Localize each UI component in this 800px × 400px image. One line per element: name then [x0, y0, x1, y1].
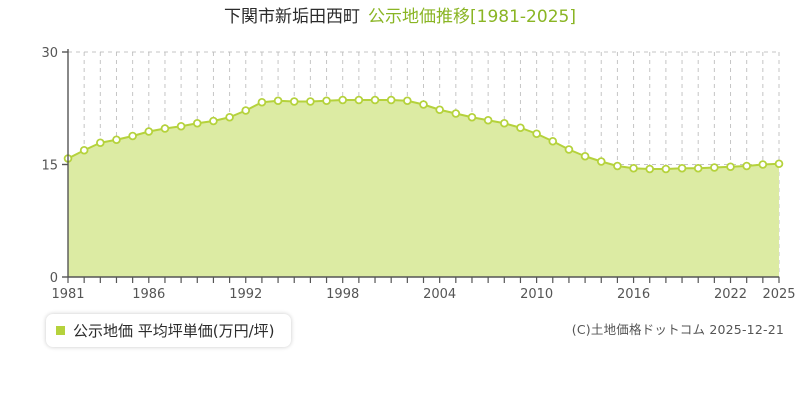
- data-point-marker: [112, 135, 121, 145]
- data-point-marker: [322, 96, 331, 106]
- area-fill-group: [68, 100, 779, 277]
- data-point-marker: [661, 164, 671, 174]
- data-point-marker: [128, 131, 137, 141]
- data-point-marker: [580, 151, 590, 161]
- data-point-marker: [144, 127, 154, 136]
- y-tick-label: 15: [41, 159, 58, 174]
- data-point-marker: [386, 95, 396, 105]
- data-point-marker: [257, 97, 267, 107]
- axis-group: [62, 49, 780, 283]
- x-tick-label: 1992: [229, 287, 262, 302]
- data-point-marker: [403, 96, 412, 106]
- data-point-marker: [419, 100, 428, 109]
- data-point-marker: [241, 106, 251, 115]
- y-tick-label: 0: [50, 271, 58, 286]
- x-tick-label: 2025: [762, 287, 795, 302]
- copyright-text: (C)土地価格ドットコム 2025-12-21: [571, 322, 784, 337]
- chart-title: 下関市新垢田西町 公示地価推移[1981-2025]: [0, 6, 800, 28]
- x-tick-label: 2010: [520, 287, 553, 302]
- data-point-marker: [774, 159, 784, 169]
- data-point-marker: [451, 109, 461, 118]
- data-point-marker: [435, 105, 444, 115]
- data-point-marker: [532, 129, 541, 139]
- data-point-marker: [209, 116, 218, 126]
- data-point-marker: [758, 160, 768, 169]
- chart-title-sub: 公示地価推移[1981-2025]: [368, 7, 576, 27]
- tick-labels-group: 0 15 30 1981 1986 1992 1998 2004 2010 2016 2022 202…: [41, 46, 795, 302]
- data-point-marker: [645, 164, 655, 174]
- data-point-markers-group: [63, 95, 784, 174]
- data-point-marker: [338, 95, 348, 105]
- data-point-marker: [273, 96, 283, 106]
- chart-legend: 公示地価 平均坪単価(万円/坪): [46, 314, 291, 347]
- y-tick-label: 30: [41, 46, 58, 61]
- legend-swatch-icon: [56, 326, 65, 335]
- data-point-marker: [499, 118, 509, 128]
- data-point-marker: [629, 163, 638, 173]
- x-tick-label: 2016: [617, 287, 650, 302]
- data-point-marker: [176, 121, 186, 131]
- data-point-marker: [596, 157, 606, 166]
- x-tick-label: 1986: [132, 287, 165, 302]
- data-point-marker: [225, 112, 234, 122]
- chart-title-main: 下関市新垢田西町: [224, 7, 361, 27]
- data-point-marker: [306, 97, 315, 106]
- data-point-marker: [354, 95, 364, 105]
- data-point-marker: [548, 136, 558, 146]
- data-point-marker: [467, 112, 477, 122]
- data-point-marker: [516, 123, 525, 133]
- x-tick-label: 2004: [423, 287, 456, 302]
- data-point-marker: [677, 163, 687, 173]
- x-tick-label: 2022: [714, 287, 747, 302]
- data-point-marker: [564, 145, 574, 154]
- data-point-marker: [710, 163, 719, 172]
- x-tick-label: 1981: [51, 287, 84, 302]
- legend-label: 公示地価 平均坪単価(万円/坪): [73, 322, 275, 340]
- data-point-marker: [613, 161, 622, 171]
- data-point-marker: [370, 95, 380, 105]
- data-point-marker: [96, 138, 105, 148]
- data-point-marker: [742, 161, 751, 171]
- data-point-marker: [483, 115, 493, 125]
- area-fill: [68, 100, 779, 277]
- data-point-marker: [726, 162, 735, 172]
- x-tick-label: 1998: [326, 287, 359, 302]
- data-point-marker: [289, 97, 299, 106]
- data-point-marker: [79, 145, 89, 155]
- data-point-marker: [693, 163, 703, 173]
- data-point-marker: [160, 124, 170, 133]
- data-point-marker: [192, 118, 202, 128]
